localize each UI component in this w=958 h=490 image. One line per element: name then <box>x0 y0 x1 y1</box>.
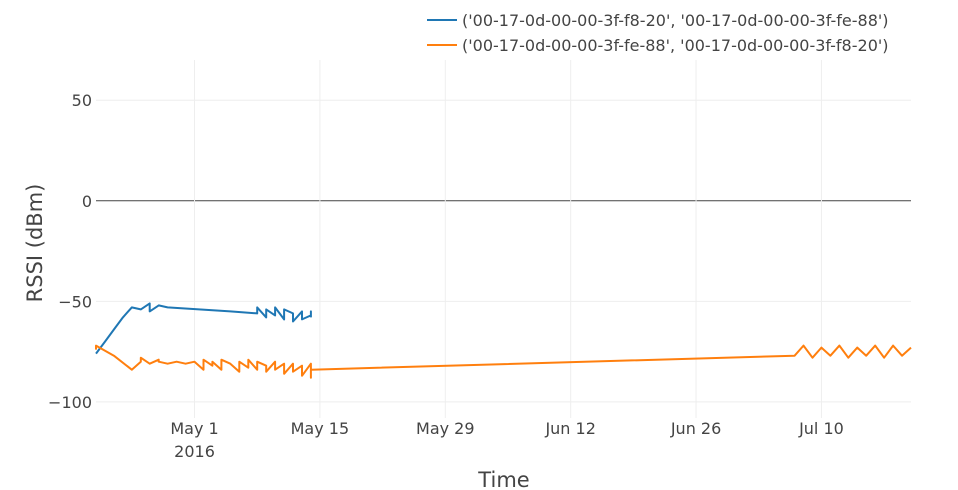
gridlines <box>96 60 911 418</box>
x-axis-ticks: May 1 2016 May 15 May 29 Jun 12 Jun 26 Jul 10 <box>170 419 843 461</box>
legend-label-1[interactable]: ('00-17-0d-00-00-3f-f8-20', '00-17-0d-00… <box>462 11 889 30</box>
x-axis-title: Time <box>477 468 529 490</box>
y-tick-label: 0 <box>82 192 92 211</box>
x-tick-label: May 15 <box>291 419 350 438</box>
legend[interactable]: ('00-17-0d-00-00-3f-f8-20', '00-17-0d-00… <box>427 11 889 55</box>
x-tick-sublabel: 2016 <box>174 442 215 461</box>
series-lines[interactable] <box>95 302 912 379</box>
y-tick-label: −50 <box>58 292 92 311</box>
y-axis-title: RSSI (dBm) <box>23 184 47 303</box>
y-tick-label: 50 <box>72 91 92 110</box>
x-tick-label: Jul 10 <box>798 419 844 438</box>
series-line-2[interactable] <box>95 344 912 379</box>
x-tick-label: May 29 <box>416 419 475 438</box>
x-tick-label: May 1 <box>170 419 218 438</box>
y-axis-ticks: 50 0 −50 −100 <box>48 91 92 412</box>
legend-label-2[interactable]: ('00-17-0d-00-00-3f-fe-88', '00-17-0d-00… <box>462 36 889 55</box>
x-tick-label: Jun 12 <box>544 419 595 438</box>
series-line-1[interactable] <box>95 302 312 355</box>
y-tick-label: −100 <box>48 393 92 412</box>
x-tick-label: Jun 26 <box>670 419 721 438</box>
